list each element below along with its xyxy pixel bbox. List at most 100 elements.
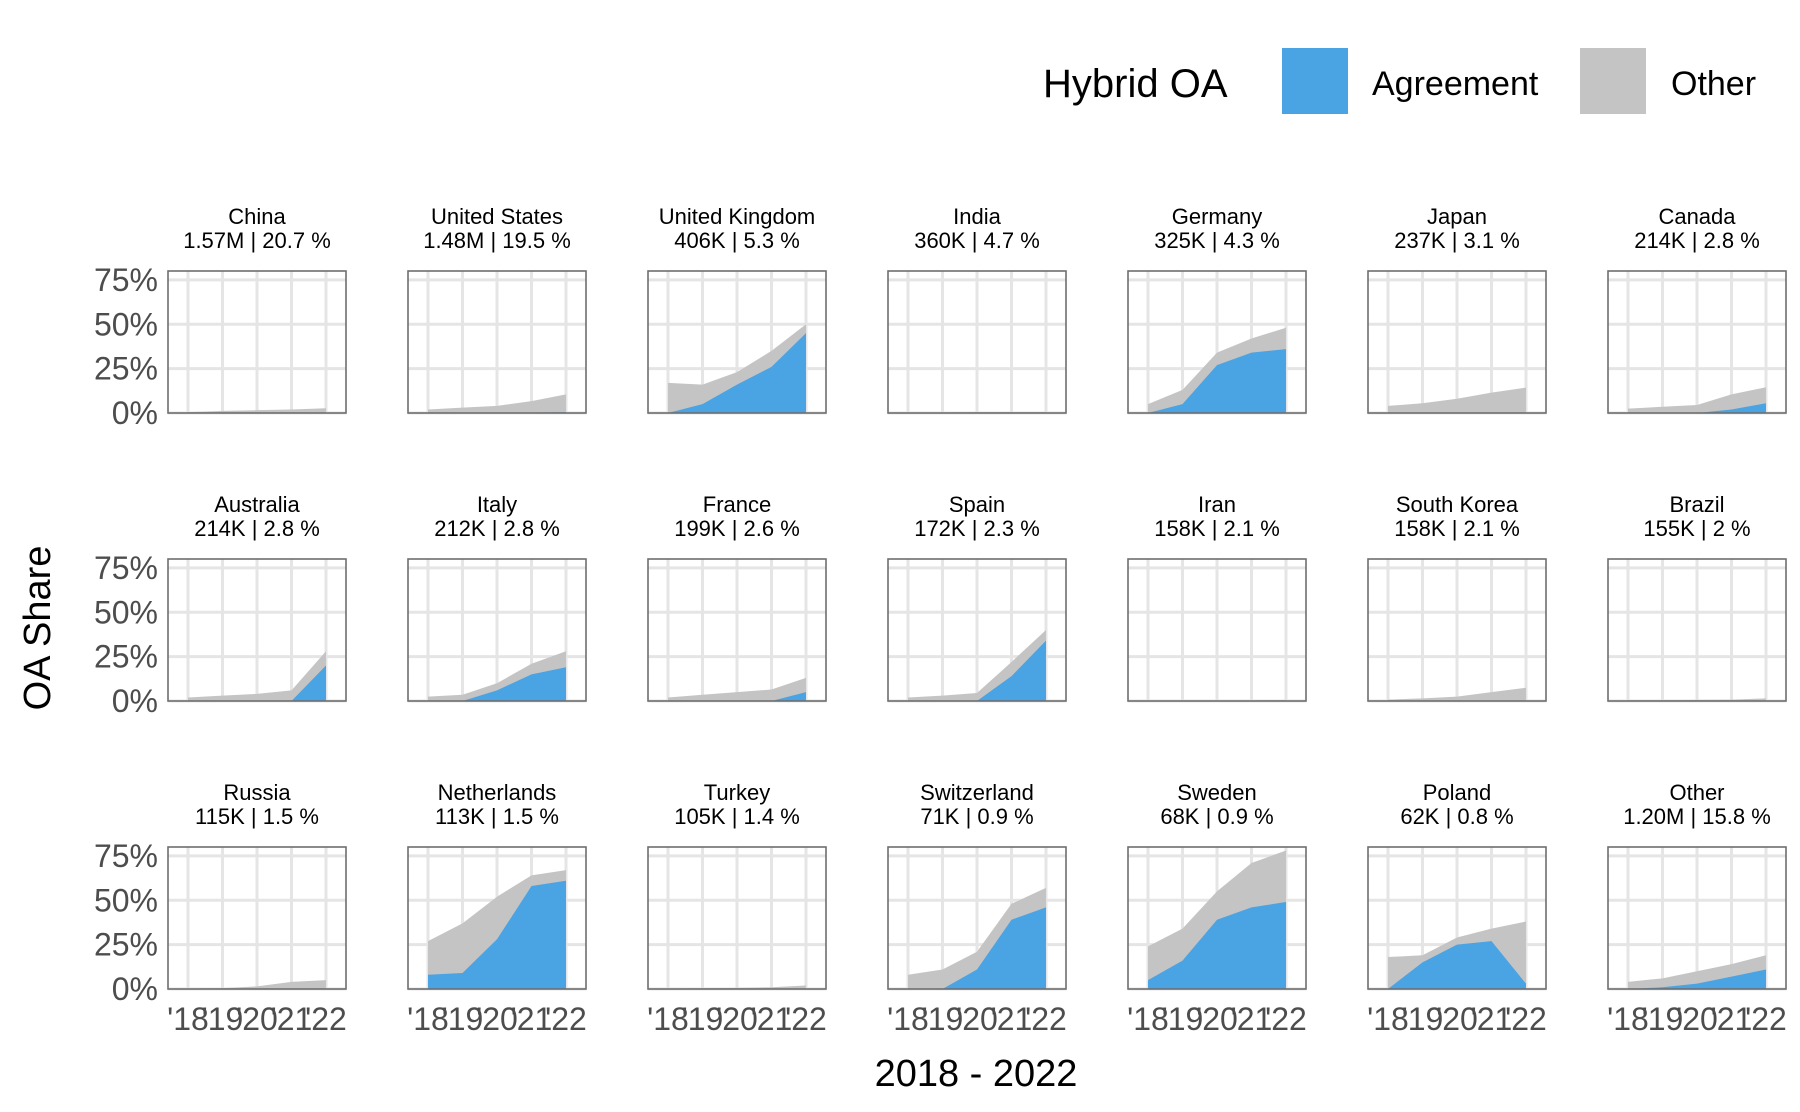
x-tick-label: '21 bbox=[991, 1001, 1033, 1037]
panel-subtitle: 325K | 4.3 % bbox=[1154, 228, 1280, 253]
x-tick-label: '20 bbox=[476, 1001, 518, 1037]
x-tick-label: '18 bbox=[1607, 1001, 1649, 1037]
panel-frame bbox=[1367, 558, 1547, 702]
x-tick-label: '18 bbox=[887, 1001, 929, 1037]
panel-title: United Kingdom bbox=[659, 204, 816, 229]
x-tick-label: '19 bbox=[1162, 1001, 1204, 1037]
x-tick-label: '19 bbox=[1642, 1001, 1684, 1037]
x-tick-label: '21 bbox=[1711, 1001, 1753, 1037]
panel-frame bbox=[647, 270, 827, 414]
area-other bbox=[1628, 387, 1766, 413]
x-tick-label: '18 bbox=[1367, 1001, 1409, 1037]
panel-frame bbox=[1607, 270, 1787, 414]
panel-title: Canada bbox=[1658, 204, 1736, 229]
panel-subtitle: 406K | 5.3 % bbox=[674, 228, 800, 253]
y-tick-label: 50% bbox=[94, 306, 158, 342]
x-tick-label: '21 bbox=[1471, 1001, 1513, 1037]
y-axis-title: OA Share bbox=[17, 546, 59, 711]
x-tick-label: '20 bbox=[956, 1001, 998, 1037]
panel-frame bbox=[647, 558, 827, 702]
panel-frame bbox=[1367, 846, 1547, 990]
y-tick-label: 0% bbox=[112, 683, 158, 719]
area-other bbox=[668, 985, 806, 989]
x-tick-label: '21 bbox=[271, 1001, 313, 1037]
panel-title: Switzerland bbox=[920, 780, 1034, 805]
legend-label-other: Other bbox=[1671, 65, 1756, 103]
area-agreement bbox=[908, 640, 1046, 701]
x-tick-label: '19 bbox=[682, 1001, 724, 1037]
area-agreement bbox=[1628, 403, 1766, 413]
x-tick-label: '22 bbox=[1745, 1001, 1787, 1037]
x-tick-label: '19 bbox=[442, 1001, 484, 1037]
panel-frame bbox=[887, 558, 1067, 702]
x-tick-label: '20 bbox=[1196, 1001, 1238, 1037]
panel-subtitle: 68K | 0.9 % bbox=[1160, 804, 1273, 829]
x-tick-label: '18 bbox=[1127, 1001, 1169, 1037]
panel-subtitle: 214K | 2.8 % bbox=[1634, 228, 1760, 253]
x-tick-label: '20 bbox=[716, 1001, 758, 1037]
panel-title: Japan bbox=[1427, 204, 1487, 229]
panel-frame bbox=[887, 270, 1067, 414]
x-tick-label: '20 bbox=[1436, 1001, 1478, 1037]
panel-title: Turkey bbox=[704, 780, 770, 805]
panel-frame bbox=[1607, 846, 1787, 990]
y-tick-label: 25% bbox=[94, 927, 158, 963]
area-agreement bbox=[428, 880, 566, 989]
panel-title: Sweden bbox=[1177, 780, 1257, 805]
area-agreement bbox=[1148, 349, 1286, 413]
area-agreement bbox=[428, 667, 566, 701]
area-agreement bbox=[668, 692, 806, 701]
panel-title: United States bbox=[431, 204, 563, 229]
x-tick-label: '22 bbox=[545, 1001, 587, 1037]
panel-frame bbox=[1607, 558, 1787, 702]
area-agreement bbox=[1148, 902, 1286, 989]
panel-subtitle: 1.57M | 20.7 % bbox=[183, 228, 331, 253]
legend: Hybrid OA Agreement Other bbox=[1043, 48, 1756, 114]
panel-frame bbox=[167, 846, 347, 990]
area-agreement bbox=[188, 665, 326, 701]
panel-frame bbox=[647, 846, 827, 990]
x-tick-label: '18 bbox=[647, 1001, 689, 1037]
legend-swatch-agreement bbox=[1282, 48, 1348, 114]
area-agreement bbox=[668, 333, 806, 413]
panel-subtitle: 237K | 3.1 % bbox=[1394, 228, 1520, 253]
x-tick-label: '18 bbox=[407, 1001, 449, 1037]
x-tick-label: '22 bbox=[1505, 1001, 1547, 1037]
panel-subtitle: 360K | 4.7 % bbox=[914, 228, 1040, 253]
y-tick-label: 75% bbox=[94, 262, 158, 298]
panel-subtitle: 214K | 2.8 % bbox=[194, 516, 320, 541]
legend-label-agreement: Agreement bbox=[1372, 65, 1539, 103]
panel-title: Italy bbox=[477, 492, 517, 517]
panel-title: Netherlands bbox=[438, 780, 557, 805]
area-agreement bbox=[1628, 969, 1766, 989]
x-tick-label: '19 bbox=[202, 1001, 244, 1037]
y-tick-label: 0% bbox=[112, 395, 158, 431]
panel-title: Russia bbox=[223, 780, 291, 805]
panel-subtitle: 172K | 2.3 % bbox=[914, 516, 1040, 541]
area-other bbox=[188, 408, 326, 413]
y-tick-label: 75% bbox=[94, 550, 158, 586]
x-tick-label: '22 bbox=[1025, 1001, 1067, 1037]
y-tick-label: 75% bbox=[94, 838, 158, 874]
panel-frame bbox=[1127, 846, 1307, 990]
panel-frame bbox=[407, 558, 587, 702]
x-tick-label: '22 bbox=[1265, 1001, 1307, 1037]
x-tick-label: '21 bbox=[1231, 1001, 1273, 1037]
legend-swatch-other bbox=[1580, 48, 1646, 114]
area-other bbox=[428, 394, 566, 413]
